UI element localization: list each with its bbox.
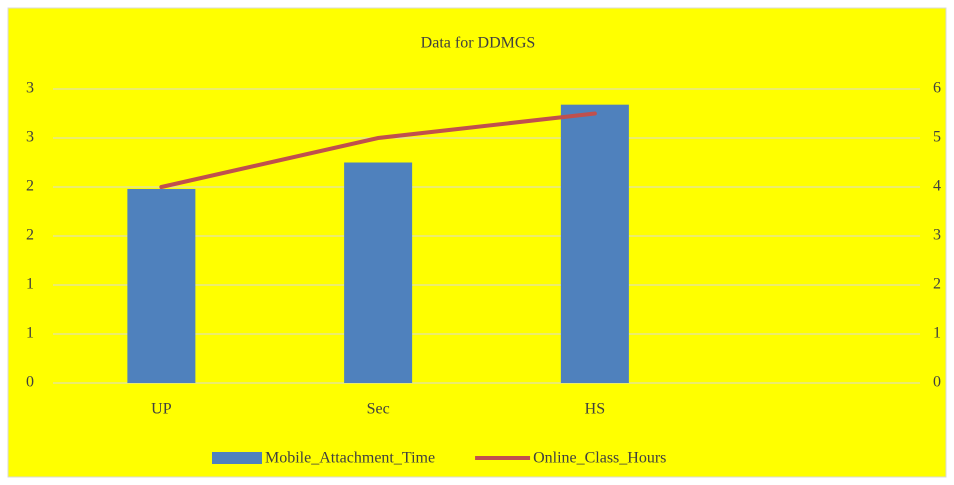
bar — [127, 188, 196, 383]
y2-tick-label: 5 — [933, 129, 941, 146]
y2-tick-label: 1 — [933, 325, 941, 342]
y-tick-label: 1 — [26, 276, 34, 293]
legend-swatch — [212, 452, 262, 464]
x-tick-label: HS — [585, 401, 605, 418]
y-tick-label: 3 — [26, 129, 34, 146]
y-tick-label: 1 — [26, 325, 34, 342]
bar — [344, 162, 413, 383]
y2-tick-label: 3 — [933, 227, 941, 244]
y-tick-label: 0 — [26, 374, 34, 391]
x-tick-label: UP — [151, 401, 172, 418]
legend-label: Mobile_Attachment_Time — [265, 450, 435, 467]
y-tick-label: 2 — [26, 227, 34, 244]
y2-tick-label: 0 — [933, 374, 941, 391]
x-tick-label: Sec — [367, 401, 390, 418]
y2-tick-label: 4 — [933, 178, 941, 195]
bar — [560, 104, 629, 384]
y2-tick-label: 6 — [933, 80, 941, 97]
y2-tick-label: 2 — [933, 276, 941, 293]
y-tick-label: 3 — [26, 80, 34, 97]
y-tick-label: 2 — [26, 178, 34, 195]
line — [159, 111, 597, 189]
chart-title: Data for DDMGS — [421, 35, 536, 52]
legend-label: Online_Class_Hours — [533, 450, 666, 467]
